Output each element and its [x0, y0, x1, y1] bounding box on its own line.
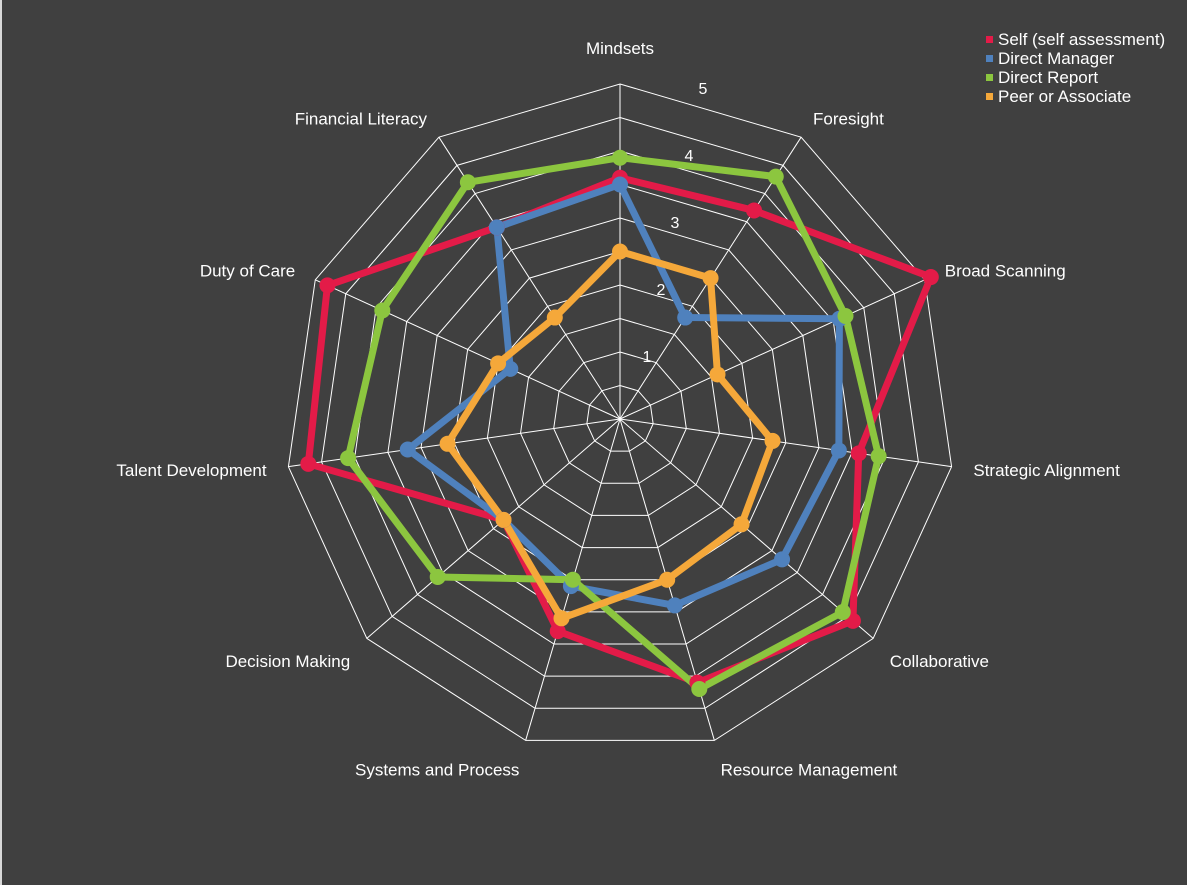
tick-label: 1	[643, 349, 652, 366]
grid-ring	[586, 384, 654, 452]
axis-label: Strategic Alignment	[973, 461, 1120, 480]
data-point	[677, 309, 694, 326]
data-point	[767, 168, 784, 185]
data-point	[319, 277, 336, 294]
grid-ring	[287, 83, 953, 741]
data-point	[399, 441, 416, 458]
data-point	[733, 516, 750, 533]
legend: Self (self assessment) Direct Manager Di…	[986, 30, 1165, 106]
data-point	[830, 442, 847, 459]
data-point	[709, 366, 726, 383]
legend-item: Direct Report	[986, 68, 1165, 87]
data-point	[374, 302, 391, 319]
axis-label: Financial Literacy	[295, 110, 428, 129]
legend-label: Peer or Associate	[998, 87, 1132, 106]
data-point	[764, 432, 781, 449]
series-line	[304, 174, 935, 687]
grid-ring	[553, 351, 687, 484]
grid-spoke	[315, 279, 621, 420]
legend-label: Self (self assessment)	[998, 30, 1166, 49]
data-point	[691, 681, 708, 698]
axis-label: Systems and Process	[355, 761, 519, 780]
data-point	[490, 355, 507, 372]
tick-label: 3	[671, 215, 680, 232]
data-point	[659, 571, 676, 588]
grid-spoke	[366, 418, 621, 639]
tick-label: 5	[699, 81, 708, 98]
axis-label: Talent Development	[116, 461, 267, 480]
legend-swatch	[986, 55, 993, 62]
data-point	[553, 610, 570, 627]
grid-ring	[520, 317, 720, 516]
axis-label: Mindsets	[586, 39, 654, 58]
tick-label: 4	[685, 148, 694, 165]
data-point	[459, 174, 476, 191]
data-point	[502, 360, 519, 377]
tick-label: 2	[657, 282, 666, 299]
data-point	[922, 269, 939, 286]
data-point	[429, 568, 446, 585]
series-line	[344, 154, 883, 693]
legend-swatch	[986, 93, 993, 100]
data-point	[439, 435, 456, 452]
data-point	[549, 623, 566, 640]
data-point	[612, 149, 628, 166]
axis-label: Decision Making	[225, 652, 350, 671]
data-point	[666, 597, 683, 614]
legend-item: Self (self assessment)	[986, 30, 1165, 49]
axis-label: Resource Management	[721, 761, 898, 780]
legend-swatch	[986, 74, 993, 81]
data-point	[774, 551, 791, 568]
data-point	[834, 604, 851, 621]
axis-label: Collaborative	[890, 652, 989, 671]
data-point	[612, 176, 628, 193]
legend-item: Peer or Associate	[986, 87, 1165, 106]
series-line	[444, 248, 777, 622]
data-point	[870, 448, 887, 465]
axis-label: Foresight	[813, 110, 884, 129]
data-point	[702, 270, 719, 287]
grid-spoke	[619, 279, 925, 420]
legend-swatch	[986, 36, 993, 43]
data-point	[746, 202, 763, 219]
data-point	[340, 450, 357, 467]
data-point	[300, 455, 317, 472]
data-point	[850, 445, 867, 462]
data-point	[546, 309, 563, 326]
data-point	[564, 571, 581, 588]
legend-label: Direct Report	[998, 68, 1099, 87]
data-point	[837, 308, 854, 325]
axis-label: Duty of Care	[200, 262, 295, 281]
grid-spoke	[619, 418, 952, 468]
grid-ring	[387, 183, 853, 645]
grid-ring	[453, 250, 787, 581]
legend-label: Direct Manager	[998, 49, 1115, 68]
axis-label: Broad Scanning	[945, 262, 1066, 281]
data-point	[488, 219, 505, 236]
data-point	[612, 243, 628, 260]
data-point	[495, 511, 512, 528]
legend-item: Direct Manager	[986, 49, 1165, 68]
